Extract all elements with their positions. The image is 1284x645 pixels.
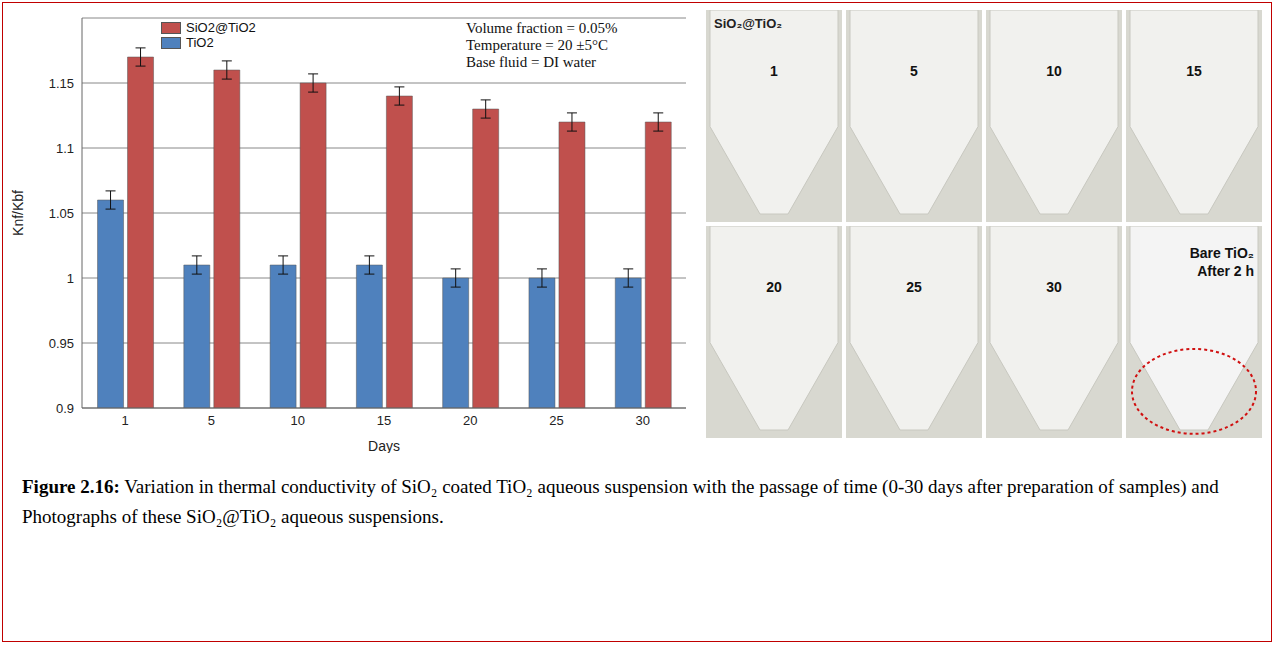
html-text:15: 15 (1186, 63, 1202, 79)
svg-text:1.15: 1.15 (49, 76, 74, 91)
html-text:10: 10 (1046, 63, 1062, 79)
html-text:25: 25 (906, 279, 922, 295)
html-text:1: 1 (770, 63, 778, 79)
svg-text:30: 30 (636, 413, 650, 428)
svg-text:0.95: 0.95 (49, 336, 74, 351)
html-text:5: 5 (910, 63, 918, 79)
svg-text:15: 15 (377, 413, 391, 428)
svg-text:0.9: 0.9 (56, 401, 74, 416)
svg-text:Knf/Kbf: Knf/Kbf (10, 190, 26, 236)
svg-text:20: 20 (463, 413, 477, 428)
html-text:Bare TiO₂: Bare TiO₂ (1189, 245, 1254, 261)
svg-text:5: 5 (208, 413, 215, 428)
html-text:SiO2@TiO2: SiO2@TiO2 (186, 20, 256, 35)
html-text:30: 30 (1046, 279, 1062, 295)
html-text:Temperature = 20 ±5°C: Temperature = 20 ±5°C (466, 37, 608, 53)
svg-text:Days: Days (368, 438, 400, 453)
html-text:Volume fraction = 0.05%: Volume fraction = 0.05% (466, 20, 618, 36)
svg-text:1.05: 1.05 (49, 206, 74, 221)
html-text:Figure 2.16: Variation in ther: Figure 2.16: Variation in thermal conduc… (22, 476, 1219, 527)
svg-text:1.1: 1.1 (56, 141, 74, 156)
svg-text:25: 25 (549, 413, 563, 428)
svg-text:1: 1 (67, 271, 74, 286)
svg-text:10: 10 (290, 413, 304, 428)
html-text:After 2 h: After 2 h (1197, 263, 1254, 279)
html-text:Base fluid = DI water: Base fluid = DI water (466, 54, 597, 70)
html-text:SiO₂@TiO₂: SiO₂@TiO₂ (714, 16, 783, 31)
html-text:TiO2: TiO2 (186, 35, 214, 50)
html-text:20: 20 (766, 279, 782, 295)
svg-text:1: 1 (122, 413, 129, 428)
